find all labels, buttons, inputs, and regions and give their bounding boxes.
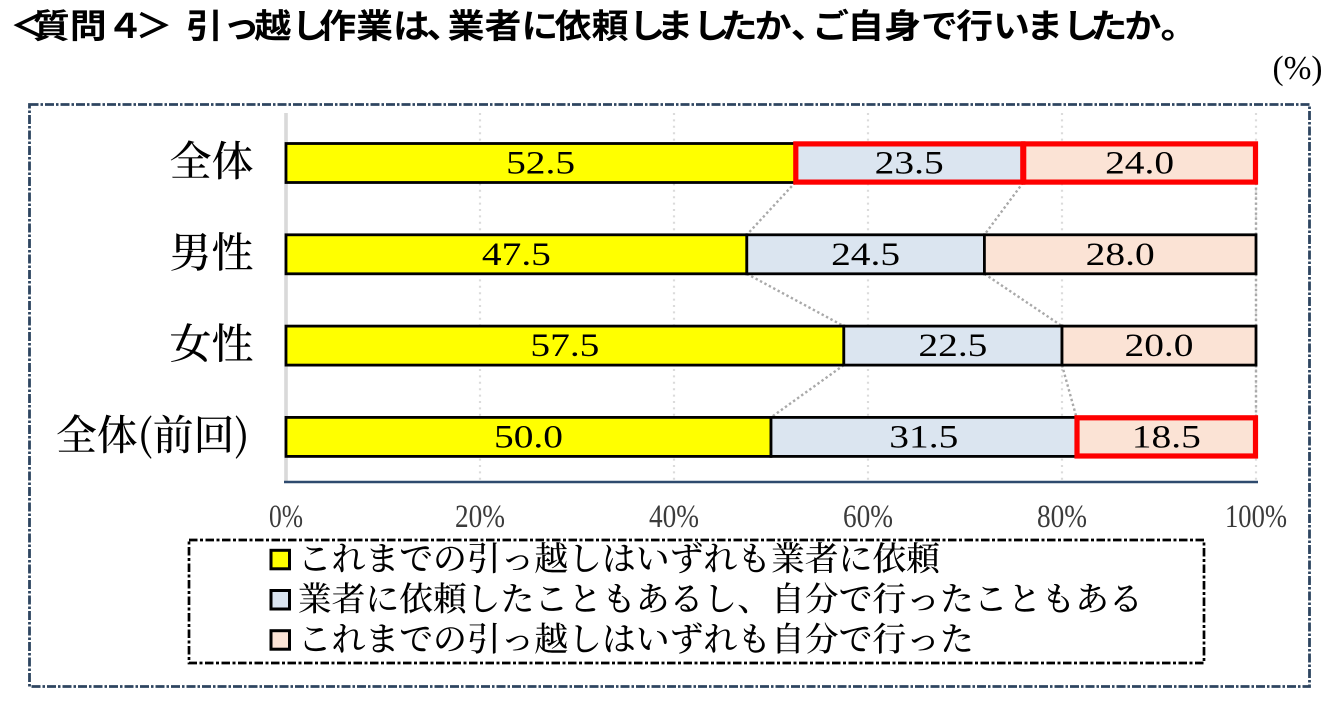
svg-text:20%: 20% xyxy=(455,499,505,535)
svg-text:50.0: 50.0 xyxy=(494,419,563,455)
svg-text:31.5: 31.5 xyxy=(889,419,958,455)
svg-text:24.0: 24.0 xyxy=(1105,146,1174,182)
svg-text:28.0: 28.0 xyxy=(1086,237,1155,273)
svg-text:52.5: 52.5 xyxy=(506,146,575,182)
svg-text:18.5: 18.5 xyxy=(1132,419,1201,455)
svg-text:40%: 40% xyxy=(649,499,699,535)
svg-text:(%): (%) xyxy=(1273,50,1323,87)
svg-text:47.5: 47.5 xyxy=(482,237,551,273)
svg-text:60%: 60% xyxy=(843,499,893,535)
svg-text:23.5: 23.5 xyxy=(875,146,944,182)
svg-text:80%: 80% xyxy=(1037,499,1087,535)
svg-text:20.0: 20.0 xyxy=(1125,328,1194,364)
svg-text:24.5: 24.5 xyxy=(831,237,900,273)
svg-text:0%: 0% xyxy=(269,499,303,535)
svg-text:57.5: 57.5 xyxy=(530,328,599,364)
svg-text:100%: 100% xyxy=(1225,499,1287,535)
svg-text:22.5: 22.5 xyxy=(918,328,987,364)
